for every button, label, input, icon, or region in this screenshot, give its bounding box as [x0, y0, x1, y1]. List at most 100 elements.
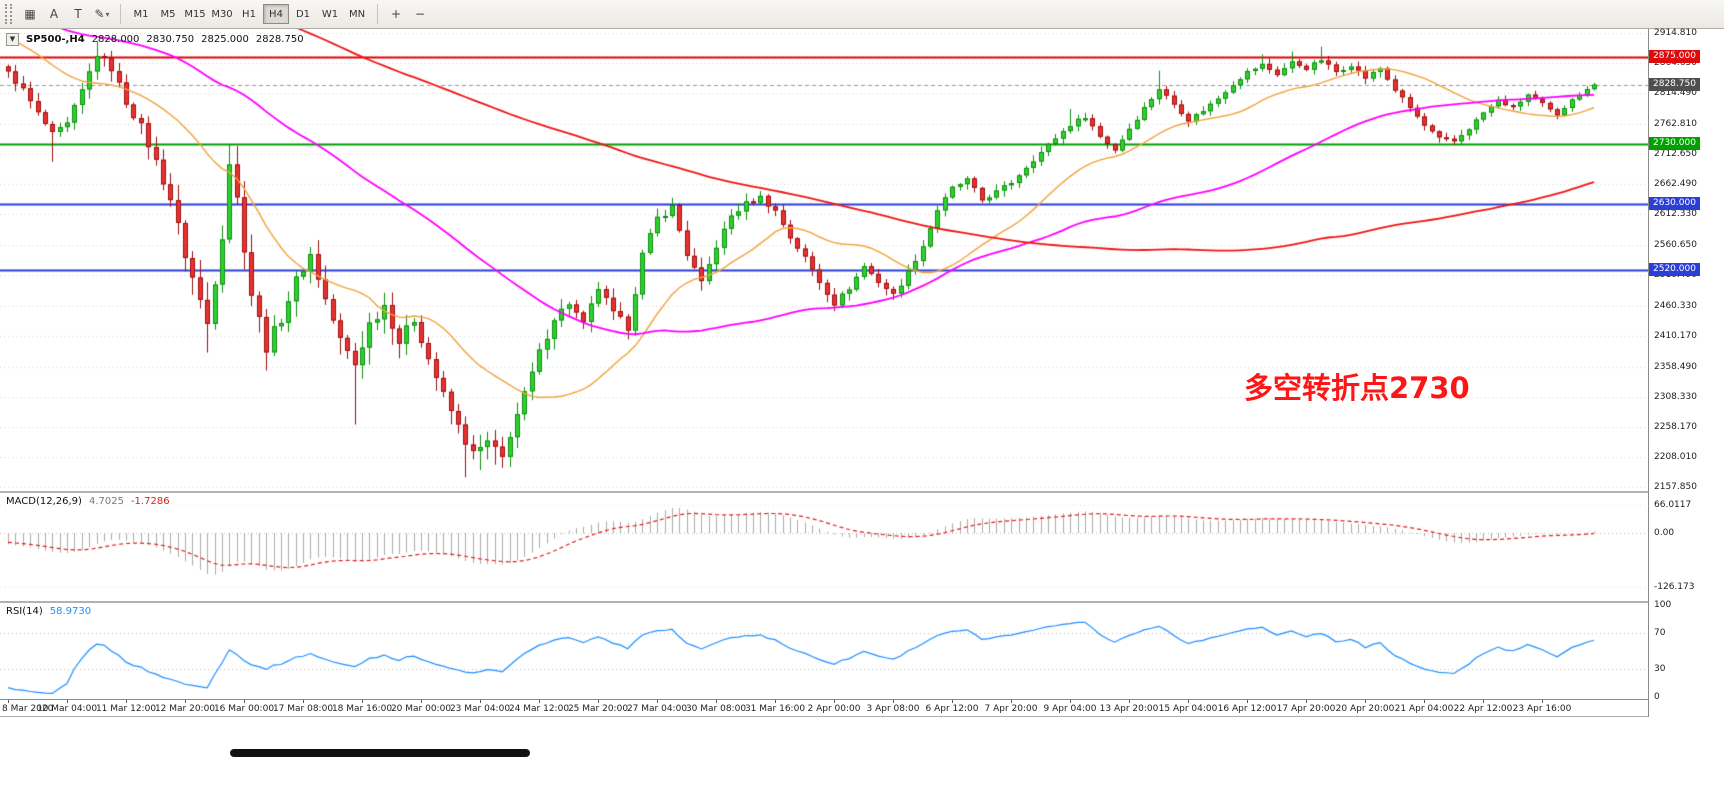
toolbar: ▦ A T ✎ ▾ M1 M5 M15 M30 H1 H4 D1 W1 MN + − [0, 0, 1724, 29]
macd-canvas[interactable] [0, 493, 1648, 601]
price-tick-label: 2308.330 [1654, 391, 1697, 402]
timeframe-button-m1[interactable]: M1 [133, 8, 149, 20]
macd-tick-label: -126.173 [1654, 581, 1695, 592]
time-tick [1011, 700, 1012, 703]
zoom-out-icon: − [414, 7, 426, 21]
toolbar-separator [120, 4, 121, 24]
panel-splitter[interactable] [0, 491, 1648, 493]
time-tick [539, 700, 540, 703]
time-label: 16 Mar 00:00 [213, 704, 275, 714]
time-tick [893, 700, 894, 703]
time-label: 27 Mar 04:00 [626, 704, 688, 714]
zoom-out-button[interactable]: − [409, 3, 431, 25]
timeframe-button-mn[interactable]: MN [348, 8, 366, 20]
time-label: 10 Mar 04:00 [36, 704, 98, 714]
time-tick [185, 700, 186, 703]
time-tick [1070, 700, 1071, 703]
draw-tools-dropdown[interactable]: ✎ ▾ [91, 3, 113, 25]
rsi-value: 58.9730 [49, 606, 92, 617]
timeframe-button-d1[interactable]: D1 [295, 8, 311, 20]
time-tick [834, 700, 835, 703]
time-label: 20 Apr 20:00 [1335, 704, 1395, 714]
rsi-label: RSI(14) [6, 606, 43, 617]
time-tick [303, 700, 304, 703]
time-label: 15 Apr 04:00 [1158, 704, 1218, 714]
rsi-tick-label: 0 [1654, 692, 1660, 703]
timeframe-button-m5[interactable]: M5 [160, 8, 176, 20]
time-tick [8, 700, 9, 703]
price-tick-label: 2814.490 [1654, 88, 1697, 99]
macd-main-value: 4.7025 [88, 496, 124, 507]
timeframe-button-w1[interactable]: W1 [321, 8, 339, 20]
time-tick [1483, 700, 1484, 703]
price-tag: 2730.000 [1649, 136, 1700, 150]
time-tick [244, 700, 245, 703]
ohlc-close: 2828.750 [255, 34, 304, 45]
timeframe-button-m15[interactable]: M15 [184, 8, 206, 20]
ohlc-open: 2828.000 [91, 34, 140, 45]
time-tick [1129, 700, 1130, 703]
time-label: 24 Mar 12:00 [508, 704, 570, 714]
price-scale[interactable]: 2914.810 2864.650 2814.490 2762.810 2712.650… [1648, 28, 1724, 717]
panel-splitter[interactable] [0, 601, 1648, 603]
price-tick-label: 2208.010 [1654, 451, 1697, 462]
time-tick [421, 700, 422, 703]
ohlc-low: 2825.000 [201, 34, 249, 45]
price-tick-label: 2157.850 [1654, 482, 1697, 492]
time-label: 18 Mar 16:00 [331, 704, 393, 714]
toolbar-grip[interactable] [5, 4, 12, 24]
time-label: 3 Apr 08:00 [866, 704, 920, 714]
text-label-button[interactable]: A [43, 3, 65, 25]
price-tick-label: 2864.650 [1654, 58, 1697, 69]
rsi-canvas[interactable] [0, 603, 1648, 699]
price-tick-label: 2560.650 [1654, 240, 1697, 251]
text-a-icon: A [49, 7, 59, 21]
text-tool-button[interactable]: T [67, 3, 89, 25]
time-label: 11 Mar 12:00 [95, 704, 157, 714]
chart-grid-button[interactable]: ▦ [19, 3, 41, 25]
time-label: 9 Apr 04:00 [1043, 704, 1097, 714]
price-tick-label: 2410.170 [1654, 330, 1697, 341]
zoom-in-icon: + [390, 7, 402, 21]
symbol-timeframe-label: SP500-,H4 [26, 34, 85, 45]
time-tick [126, 700, 127, 703]
price-tick-label: 2712.650 [1654, 149, 1697, 160]
chart-dropdown-icon[interactable]: ▼ [6, 33, 19, 46]
macd-tick-label: 0.00 [1654, 528, 1675, 539]
time-label: 22 Apr 12:00 [1453, 704, 1513, 714]
time-label: 8 Mar 2020 [2, 704, 54, 714]
time-tick [1424, 700, 1425, 703]
price-tag: 2828.750 [1649, 77, 1700, 91]
time-tick [480, 700, 481, 703]
time-label: 21 Apr 04:00 [1394, 704, 1454, 714]
rsi-panel: RSI(14) 58.9730 [0, 603, 1648, 699]
zoom-in-button[interactable]: + [385, 3, 407, 25]
chart-panels: ▼ SP500-,H4 2828.000 2830.750 2825.000 2… [0, 29, 1648, 717]
time-tick [775, 700, 776, 703]
chart-annotation[interactable]: 多空转折点2730 [1244, 371, 1470, 405]
time-axis[interactable]: 8 Mar 2020 10 Mar 04:00 11 Mar 12:00 12 Mar… [0, 699, 1648, 717]
timeframe-button-m30[interactable]: M30 [211, 8, 233, 20]
time-label: 23 Apr 16:00 [1512, 704, 1572, 714]
text-t-icon: T [74, 7, 82, 21]
time-label: 20 Mar 00:00 [390, 704, 452, 714]
chart-workspace: ▼ SP500-,H4 2828.000 2830.750 2825.000 2… [0, 28, 1724, 800]
pencil-icon: ✎ [94, 7, 105, 21]
rsi-tick-label: 30 [1654, 664, 1666, 675]
timeframe-button-h4[interactable]: H4 [263, 4, 289, 24]
time-tick [1306, 700, 1307, 703]
time-tick [67, 700, 68, 703]
time-label: 30 Mar 08:00 [685, 704, 747, 714]
price-tick-label: 2662.490 [1654, 179, 1697, 190]
time-label: 7 Apr 20:00 [984, 704, 1038, 714]
price-chart-canvas[interactable] [0, 29, 1648, 491]
timeframe-button-h1[interactable]: H1 [242, 8, 256, 20]
time-label: 17 Mar 08:00 [272, 704, 334, 714]
price-tag: 2520.000 [1649, 262, 1700, 276]
time-tick [598, 700, 599, 703]
price-tick-label: 2762.810 [1654, 119, 1697, 130]
time-label: 13 Apr 20:00 [1099, 704, 1159, 714]
macd-header: MACD(12,26,9) 4.7025 -1.7286 [6, 496, 170, 507]
time-label: 6 Apr 12:00 [925, 704, 979, 714]
